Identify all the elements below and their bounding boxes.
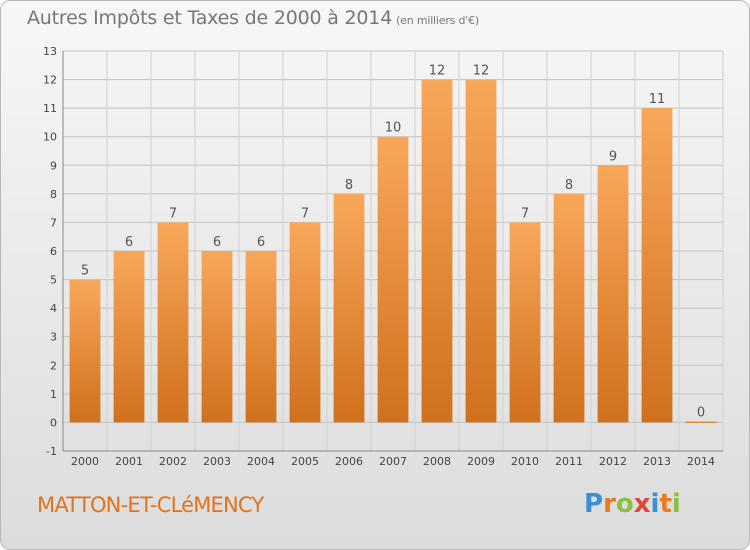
bar-value-label: 12 [473,64,490,79]
x-tick-label: 2008 [423,455,451,468]
bar [553,193,585,423]
data-labels: 5 6 7 6 6 7 8 10 12 12 7 8 9 11 0 [81,64,705,421]
x-tick-label: 2000 [71,455,99,468]
x-tick-label: 2005 [291,455,319,468]
bar [69,279,101,423]
bar-value-label: 0 [697,405,705,420]
x-tick-label: 2003 [203,455,231,468]
bar-value-label: 9 [609,149,617,164]
bar-value-label: 10 [385,121,402,136]
bar [641,108,673,423]
commune-name: MATTON-ET-CLéMENCY [37,493,264,517]
bar [245,251,277,423]
y-tick-label: 6 [50,245,57,258]
x-tick-label: 2002 [159,455,187,468]
chart-subtitle: (en milliers d'€) [396,14,479,27]
bar-value-label: 6 [125,235,133,250]
y-tick-label: 11 [43,102,57,115]
bar-value-label: 5 [81,264,89,279]
bar-value-label: 7 [169,206,177,221]
x-tick-label: 2004 [247,455,275,468]
y-tick-label: -1 [46,445,57,458]
y-tick-label: 2 [50,359,57,372]
x-tick-label: 2001 [115,455,143,468]
chart-title: Autres Impôts et Taxes de 2000 à 2014 (en… [27,7,479,29]
bar [333,193,365,423]
bar [685,421,717,423]
bar [289,222,321,423]
bar [157,222,189,423]
y-tick-label: 1 [50,388,57,401]
bar-value-label: 6 [257,235,265,250]
bars [69,79,717,423]
x-tick-label: 2010 [511,455,539,468]
x-tick-label: 2011 [555,455,583,468]
bar-value-label: 7 [521,206,529,221]
bar [421,79,453,423]
bar-value-label: 8 [345,178,353,193]
bar [597,165,629,423]
y-tick-label: 4 [50,302,57,315]
bar-value-label: 6 [213,235,221,250]
bar-value-label: 11 [649,92,666,107]
bar-value-label: 8 [565,178,573,193]
bar [201,251,233,423]
x-tick-label: 2006 [335,455,363,468]
y-tick-label: 0 [50,416,57,429]
bar [377,136,409,423]
y-tick-label: 10 [43,131,57,144]
bar-value-label: 7 [301,206,309,221]
bar-value-label: 12 [429,64,446,79]
y-tick-label: 13 [43,45,57,58]
bar [509,222,541,423]
y-tick-label: 7 [50,216,57,229]
bar [113,251,145,423]
x-tick-label: 2007 [379,455,407,468]
bar [465,79,497,423]
y-tick-label: 3 [50,331,57,344]
chart-title-text: Autres Impôts et Taxes de 2000 à 2014 [27,7,393,29]
x-tick-label: 2013 [643,455,671,468]
x-tick-label: 2009 [467,455,495,468]
x-tick-label: 2014 [687,455,715,468]
x-tick-label: 2012 [599,455,627,468]
y-tick-label: 8 [50,188,57,201]
y-tick-label: 9 [50,159,57,172]
y-tick-label: 5 [50,274,57,287]
y-tick-label: 12 [43,74,57,87]
proxiti-logo: Proxiti [584,489,681,519]
